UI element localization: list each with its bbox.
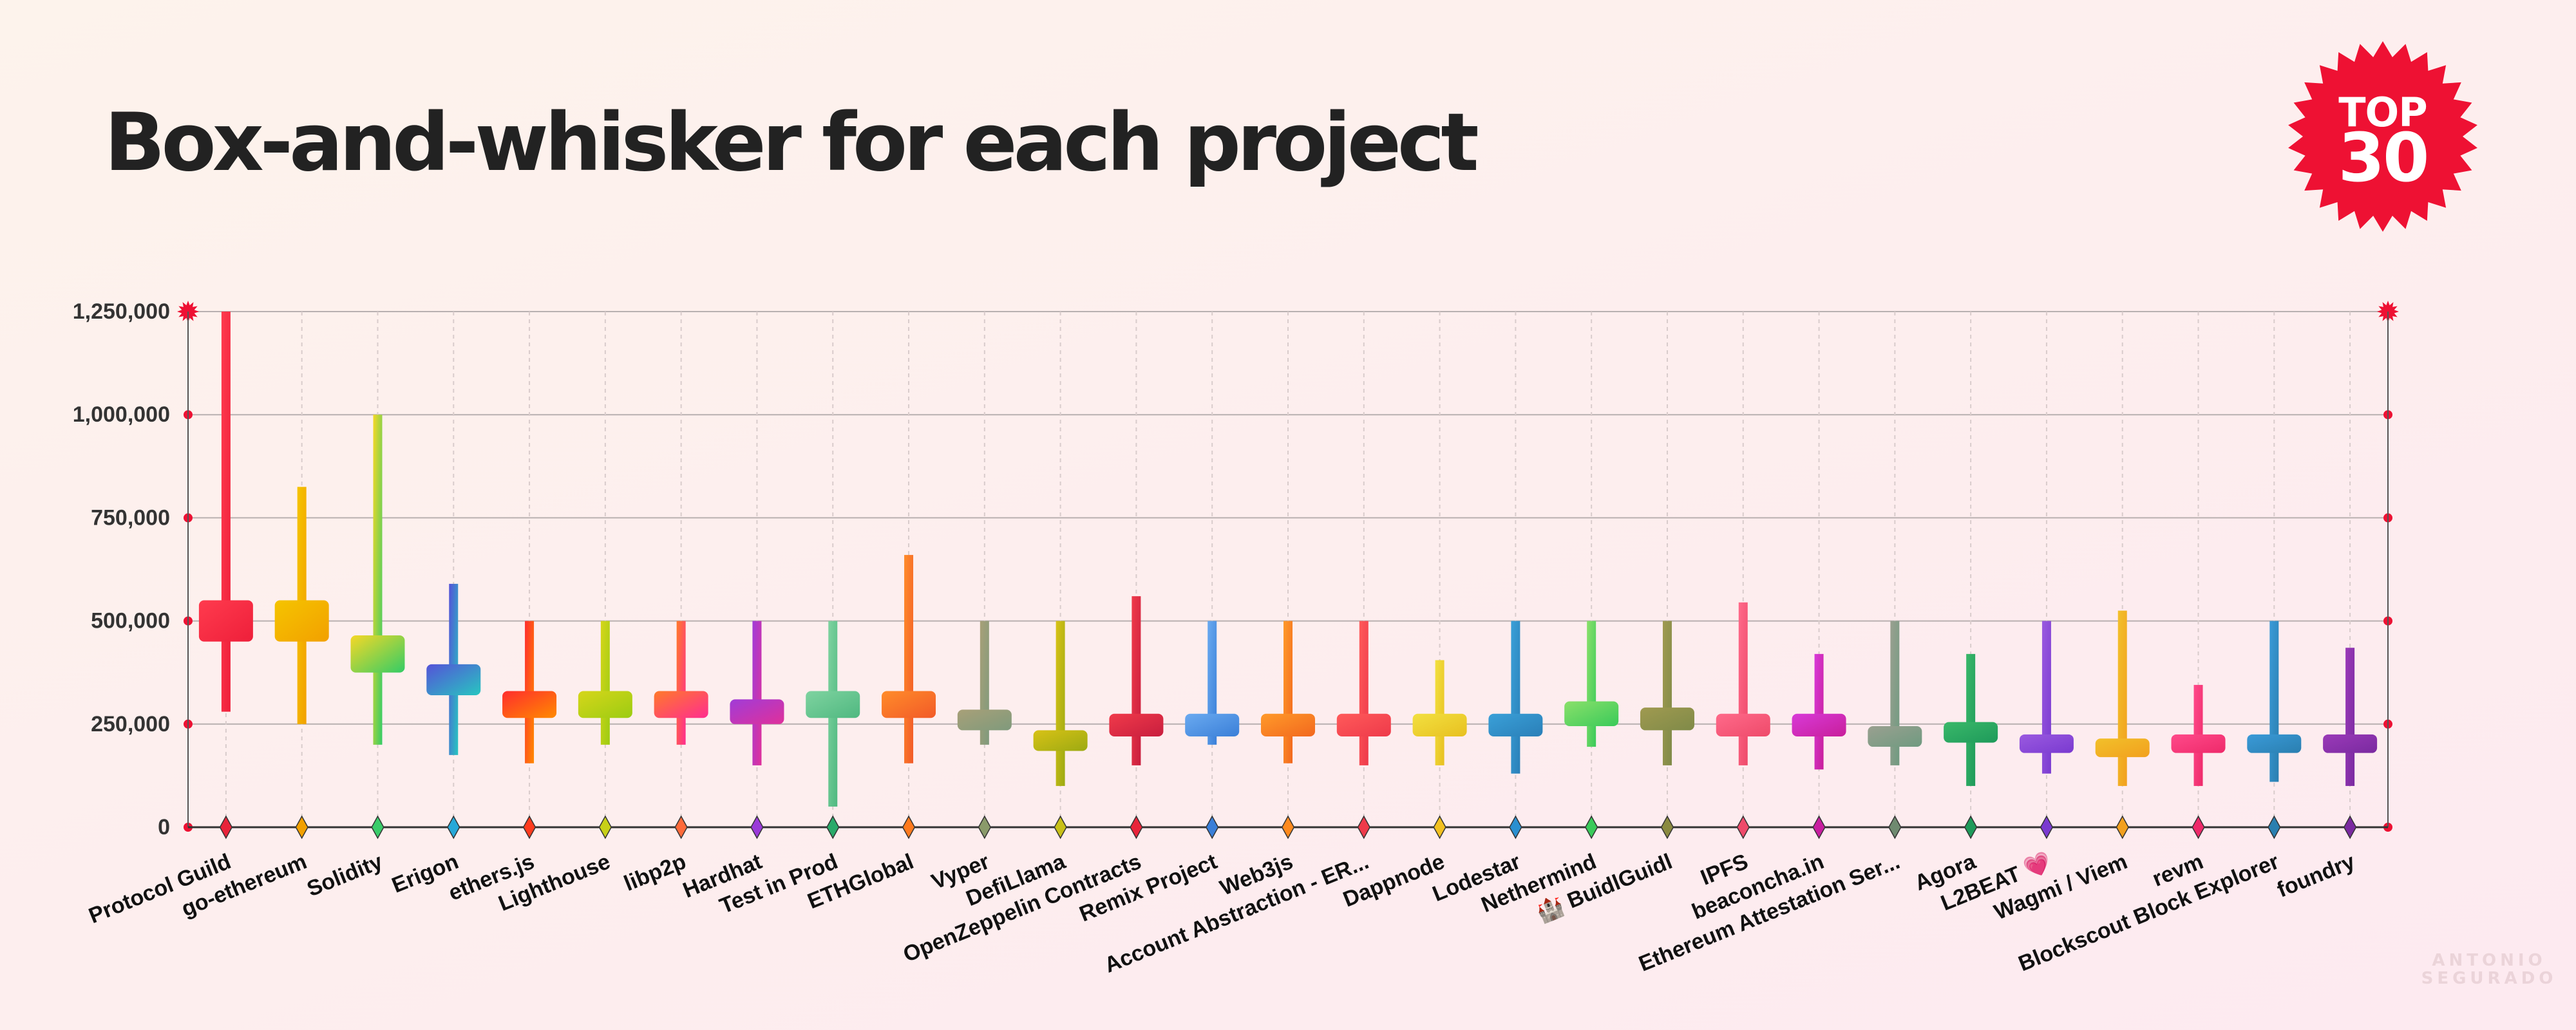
category-marker (978, 815, 992, 839)
category-marker (2040, 815, 2054, 839)
box-body (1488, 713, 1543, 737)
category-marker (219, 815, 233, 839)
category-marker (1433, 815, 1446, 839)
y-tick-label: 500,000 (91, 609, 170, 633)
category-marker (2268, 815, 2281, 839)
starburst-badge-icon (2288, 41, 2477, 232)
y-tick-label: 250,000 (91, 712, 170, 736)
box-body (1564, 701, 1619, 727)
category-marker (1509, 815, 1522, 839)
box-body (1716, 713, 1770, 737)
y-tick-label: 750,000 (91, 505, 170, 530)
box-body (730, 699, 784, 724)
box-body (1792, 713, 1846, 737)
category-marker (674, 815, 688, 839)
box-body (426, 664, 481, 695)
whisker (1662, 621, 1672, 765)
category-marker (295, 815, 308, 839)
whisker (221, 312, 231, 712)
category-marker (1206, 815, 1219, 839)
category-marker (750, 815, 764, 839)
category-label: Solidity (303, 849, 386, 901)
whisker (1056, 621, 1065, 786)
category-marker (826, 815, 840, 839)
box-body (2095, 738, 2150, 758)
category-marker (1054, 815, 1067, 839)
box-body (1109, 713, 1164, 737)
watermark-line-1: ANTONIO (2432, 951, 2546, 970)
category-marker (2192, 815, 2205, 839)
whisker (1511, 621, 1520, 774)
chart-title: Box-and-whisker for each project (104, 97, 1479, 189)
box-body (350, 635, 405, 673)
whisker (1814, 653, 1824, 770)
y-tick-label: 0 (158, 815, 170, 839)
box-body (1412, 713, 1467, 737)
box-body (882, 691, 936, 718)
whisker (1587, 621, 1596, 747)
y-tick-label: 1,250,000 (73, 299, 170, 324)
category-marker (371, 815, 384, 839)
box-body (1640, 707, 1694, 731)
box-body (2247, 734, 2302, 753)
category-label: foundry (2274, 849, 2359, 903)
axes: 0 250,000 500,000 750,000 1,000,000 1,250,000 (73, 299, 2399, 839)
whisker (1359, 621, 1368, 765)
whisker (676, 621, 686, 745)
box-body (578, 691, 632, 718)
box-body (1185, 713, 1240, 737)
category-marker (1584, 815, 1598, 839)
category-marker (1888, 815, 1902, 839)
box-body (654, 691, 708, 718)
category-label: libp2p (621, 849, 690, 896)
whisker (2269, 621, 2279, 782)
whisker (1435, 660, 1444, 765)
category-marker (1357, 815, 1370, 839)
category-marker (522, 815, 536, 839)
whisker (2117, 610, 2127, 786)
y-tick-label: 1,000,000 (73, 402, 170, 427)
whisker (904, 555, 914, 763)
category-marker (1281, 815, 1295, 839)
category-marker (598, 815, 612, 839)
category-marker (447, 815, 460, 839)
whisker (1966, 653, 1976, 786)
whisker (1132, 596, 1141, 765)
whisker (2345, 648, 2355, 786)
whisker (373, 415, 383, 745)
box-body (1336, 713, 1391, 737)
category-marker (2116, 815, 2129, 839)
boxes (198, 312, 2378, 807)
whisker (1283, 621, 1293, 763)
box-body (198, 600, 253, 642)
box-body (2323, 734, 2378, 753)
category-marker (1812, 815, 1826, 839)
whisker (600, 621, 610, 745)
category-marker (1130, 815, 1143, 839)
whisker (752, 621, 762, 765)
box-body (806, 691, 860, 718)
box-body (1868, 726, 1922, 747)
box-body (502, 691, 557, 718)
box-body (2171, 734, 2226, 753)
badge-label-number: 30 (2338, 118, 2430, 197)
category-marker (1964, 815, 1978, 839)
box-body (1261, 713, 1315, 737)
box-body (1033, 730, 1088, 751)
whisker (1738, 602, 1748, 765)
box-body (957, 709, 1012, 731)
top-30-badge: TOP 30 (2286, 40, 2479, 233)
box-body (2019, 734, 2074, 753)
box-body (1944, 722, 1998, 743)
watermark: ANTONIO SEGURADO (2418, 951, 2560, 988)
watermark-line-2: SEGURADO (2421, 969, 2557, 988)
category-marker (1736, 815, 1750, 839)
category-marker (1660, 815, 1674, 839)
box-body (274, 600, 329, 642)
badge-label-top: TOP (2338, 89, 2427, 136)
category-marker (902, 815, 916, 839)
category-marker (2343, 815, 2357, 839)
